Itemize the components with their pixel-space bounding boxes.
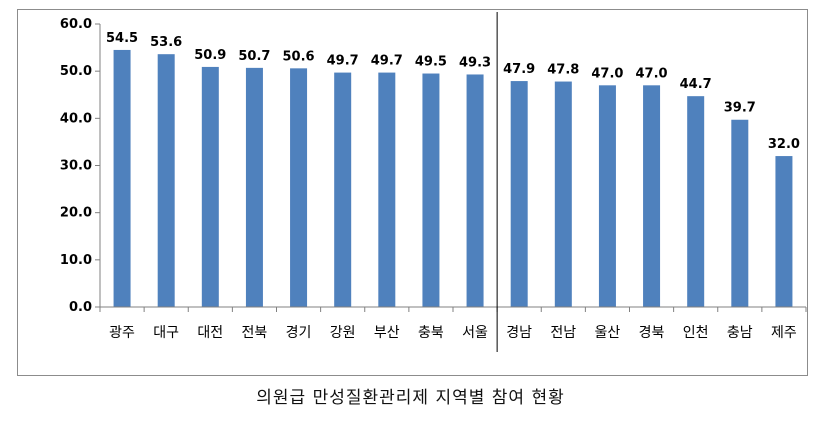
bar	[687, 96, 705, 307]
y-tick-label: 20.0	[60, 206, 92, 221]
data-label: 39.7	[724, 101, 756, 116]
y-tick-label: 50.0	[60, 64, 92, 79]
y-tick-label: 10.0	[60, 253, 92, 268]
category-label: 충북	[418, 325, 444, 341]
category-label: 경기	[286, 325, 312, 341]
chart-caption: 의원급 만성질환관리제 지역별 참여 현황	[256, 388, 565, 408]
bars-group	[113, 49, 793, 308]
category-label: 경남	[506, 325, 532, 341]
data-labels-group: 54.5 53.6 50.9 50.7 50.6 49.7 49.7 49.5 49.3 47.9…	[106, 31, 800, 152]
data-label: 47.0	[591, 66, 623, 81]
bar	[334, 72, 352, 307]
bar	[775, 156, 793, 307]
data-label: 54.5	[106, 31, 138, 46]
bar	[598, 85, 616, 307]
category-label: 경북	[639, 325, 665, 341]
data-label: 47.9	[503, 62, 535, 77]
bar	[422, 73, 440, 308]
data-label: 32.0	[768, 137, 800, 152]
bar	[245, 67, 263, 308]
y-tick-label: 40.0	[60, 111, 92, 126]
bar	[731, 119, 749, 307]
bar	[466, 74, 484, 308]
y-tick-label: 0.0	[69, 300, 92, 315]
category-label: 전북	[242, 325, 268, 341]
category-label: 울산	[595, 325, 621, 341]
bar	[378, 72, 396, 307]
category-label: 충남	[727, 325, 753, 341]
data-label: 49.5	[415, 55, 447, 70]
bar	[113, 49, 131, 308]
category-label: 인천	[683, 325, 709, 341]
y-axis: 0.0 10.0 20.0 30.0 40.0 50.0 60.0	[60, 17, 100, 315]
category-label: 대구	[153, 325, 179, 341]
bar	[290, 68, 308, 307]
bar	[554, 81, 572, 307]
category-label: 강원	[330, 325, 356, 341]
data-label: 50.9	[194, 48, 226, 63]
data-label: 49.7	[327, 54, 359, 69]
category-label: 전남	[550, 325, 576, 341]
axes-group	[99, 12, 807, 352]
bar	[510, 81, 528, 308]
category-labels-group: 광주 대구 대전 전북 경기 강원 부산 충북 서울 경남 전남 울산 경북 인천 충남 제주	[109, 325, 797, 341]
category-label: 부산	[374, 325, 400, 341]
bar	[201, 66, 219, 308]
data-label: 49.3	[459, 55, 491, 70]
data-label: 50.7	[238, 49, 270, 64]
data-label: 53.6	[150, 35, 182, 50]
bar	[643, 85, 661, 307]
data-label: 49.7	[371, 54, 403, 69]
y-tick-label: 60.0	[60, 17, 92, 32]
data-label: 47.0	[636, 66, 668, 81]
bar	[157, 54, 175, 307]
data-label: 47.8	[547, 63, 579, 78]
data-label: 44.7	[680, 77, 712, 92]
category-label: 제주	[771, 325, 797, 341]
y-tick-label: 30.0	[60, 159, 92, 174]
category-label: 서울	[462, 325, 488, 341]
chart-frame	[17, 9, 808, 376]
category-label: 대전	[197, 325, 223, 341]
category-label: 광주	[109, 325, 135, 341]
data-label: 50.6	[283, 49, 315, 64]
